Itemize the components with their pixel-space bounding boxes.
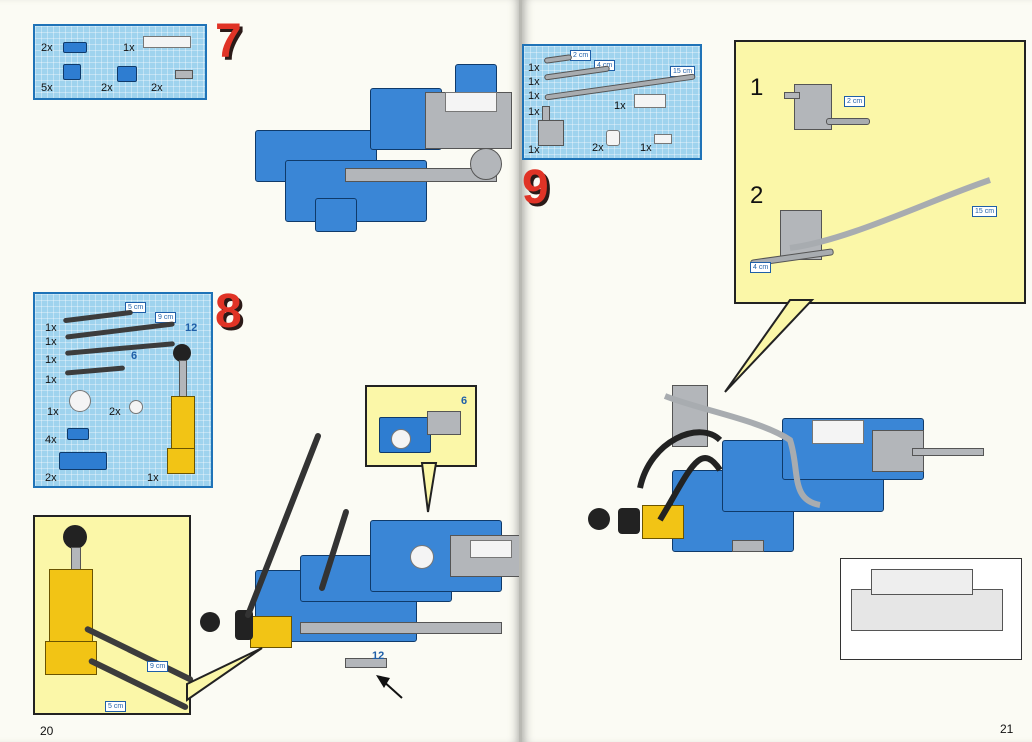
left-page: 2x 1x 5x 2x 2x 7 5 cm 9 cm bbox=[0, 0, 522, 742]
part-qty: 5x bbox=[41, 82, 53, 94]
part-qty: 1x bbox=[528, 90, 540, 102]
part-qty: 2x bbox=[45, 472, 57, 484]
gear-rack-part-icon bbox=[143, 36, 191, 48]
substep-2: 2 bbox=[750, 182, 764, 209]
step7-parts-box: 2x 1x 5x 2x 2x bbox=[33, 24, 207, 100]
pin-part-icon bbox=[175, 70, 193, 79]
small-gear-part-icon bbox=[129, 400, 143, 414]
substep-1: 1 bbox=[750, 74, 764, 101]
part-qty: 2x bbox=[151, 82, 163, 94]
length-label: 5 cm bbox=[125, 302, 147, 313]
part-qty: 2x bbox=[41, 42, 53, 54]
part-qty: 1x bbox=[123, 42, 135, 54]
axle-length-6: 6 bbox=[131, 350, 138, 362]
step-number-9: 9 bbox=[522, 161, 549, 214]
length-label-5cm: 5 cm bbox=[105, 701, 127, 712]
inset-detail-box bbox=[840, 558, 1022, 660]
slope-brick-part-icon bbox=[117, 66, 137, 82]
part-qty: 2x bbox=[109, 406, 121, 418]
part-qty: 1x bbox=[45, 374, 57, 386]
length-label-2cm: 2 cm bbox=[844, 96, 866, 107]
callout-pointer bbox=[186, 647, 263, 702]
part-qty: 1x bbox=[45, 354, 57, 366]
part-qty: 1x bbox=[614, 100, 626, 112]
pneumatic-cylinder-icon bbox=[171, 396, 195, 454]
part-qty: 4x bbox=[45, 434, 57, 446]
piston-cap-icon bbox=[173, 344, 191, 362]
step9-parts-box: 2 cm 4 cm 15 cm 1x 1x 1x 1x 1x 1x 2x 1x bbox=[522, 44, 702, 160]
axle-length-6: 6 bbox=[461, 395, 468, 407]
plate-part-icon bbox=[63, 42, 87, 53]
part-qty: 1x bbox=[147, 472, 159, 484]
step-number-7: 7 bbox=[215, 15, 242, 68]
part-qty: 1x bbox=[47, 406, 59, 418]
callout-pointer bbox=[420, 462, 438, 513]
part-qty: 1x bbox=[45, 322, 57, 334]
length-label-9cm: 9 cm bbox=[147, 661, 169, 672]
length-label-15cm: 15 cm bbox=[972, 206, 998, 217]
part-qty: 2x bbox=[101, 82, 113, 94]
step-number-8: 8 bbox=[215, 285, 242, 338]
axle-length-12-model: 12 bbox=[372, 650, 385, 662]
callout-pointer bbox=[724, 299, 815, 393]
callout-gear-detail: 6 bbox=[365, 385, 477, 467]
technic-brick-part-icon bbox=[63, 64, 81, 80]
part-qty: 1x bbox=[45, 336, 57, 348]
page-number-right: 21 bbox=[1000, 722, 1014, 736]
part-qty: 1x bbox=[528, 144, 540, 156]
part-qty: 1x bbox=[640, 142, 652, 154]
length-label-4cm: 4 cm bbox=[750, 262, 772, 273]
callout-hose-detail: 1 2 cm 2 4 cm 15 cm bbox=[734, 40, 1026, 304]
axle-length-12: 12 bbox=[185, 322, 198, 334]
book-gutter bbox=[519, 0, 523, 742]
part-qty: 1x bbox=[528, 76, 540, 88]
gear-part-icon bbox=[69, 390, 91, 412]
part-qty: 1x bbox=[528, 106, 540, 118]
part-qty: 2x bbox=[592, 142, 604, 154]
step8-parts-box: 5 cm 9 cm 12 1x 1x 1x 6 1x 1x 2x 4x 2x 1… bbox=[33, 292, 213, 488]
page-number-left: 20 bbox=[40, 724, 54, 738]
part-qty: 1x bbox=[528, 62, 540, 74]
callout-cylinder-detail: 9 cm 5 cm bbox=[33, 515, 195, 715]
